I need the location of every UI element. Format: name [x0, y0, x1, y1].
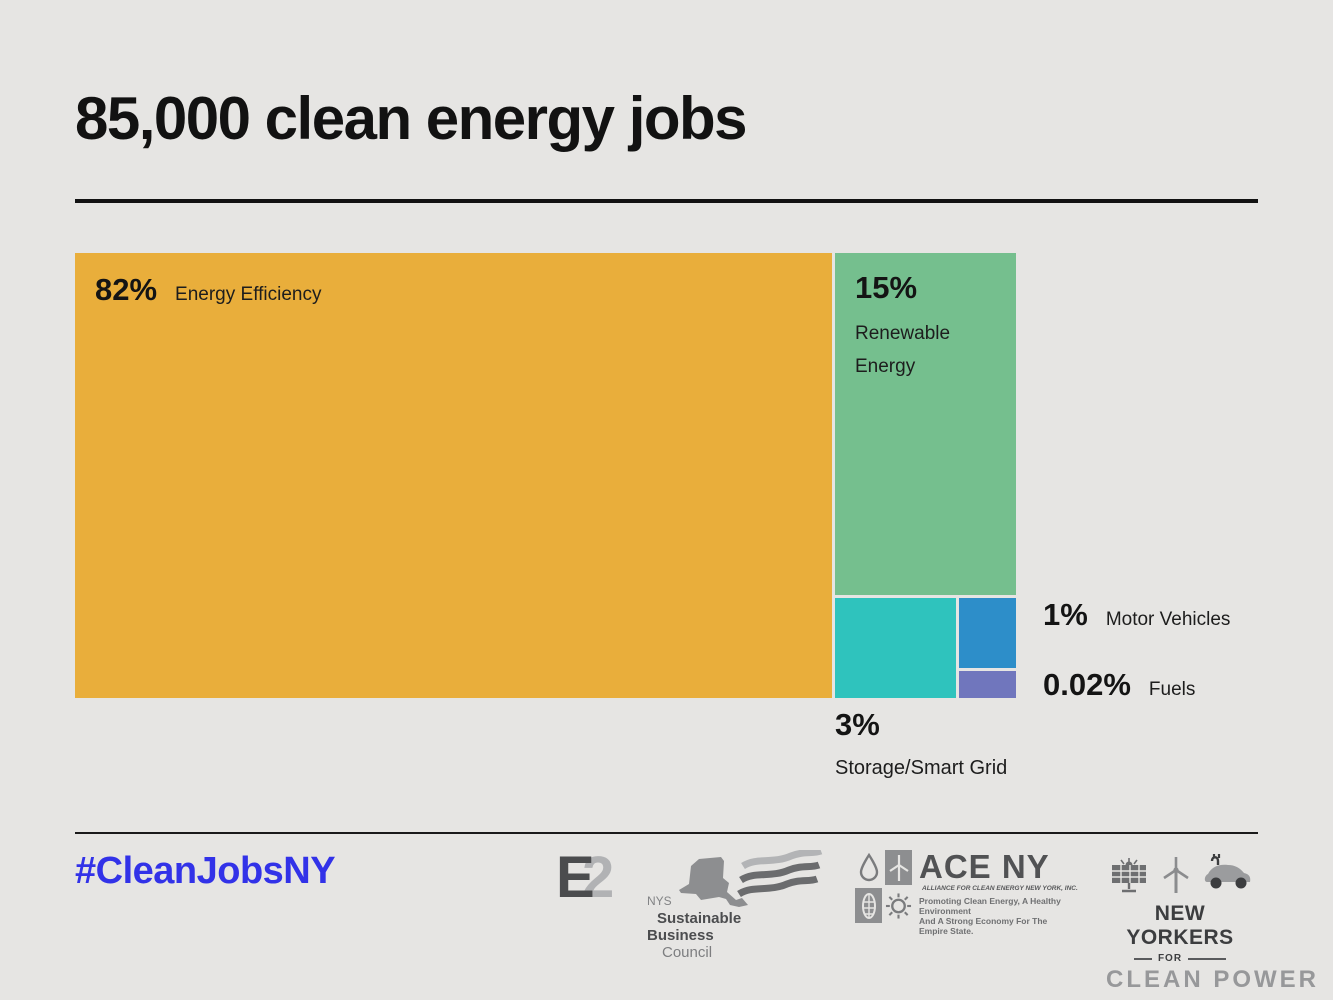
nycp-for-rule-left	[1133, 957, 1152, 960]
ace-ny-logo: ACE NY ALLIANCE FOR CLEAN ENERGY NEW YOR…	[855, 848, 1078, 936]
motor-vehicles-label: 1% Motor Vehicles	[1043, 597, 1231, 632]
title-divider	[75, 199, 1258, 203]
motor-vehicles-percent: 1%	[1043, 597, 1088, 632]
ace-ny-text-block: ACE NY ALLIANCE FOR CLEAN ENERGY NEW YOR…	[919, 848, 1078, 936]
hashtag-text: #CleanJobsNY	[75, 850, 336, 892]
gear-sun-icon	[885, 888, 912, 923]
fuels-label: 0.02% Fuels	[1043, 667, 1196, 702]
treemap-block-storage-smart-grid	[835, 598, 956, 698]
nycp-line3: CLEAN POWER	[1106, 966, 1319, 993]
nys-sbc-logo: NYS Sustainable Business Council	[645, 848, 825, 960]
nys-sbc-line2: Sustainable	[657, 910, 742, 927]
solar-panel-icon	[1112, 858, 1146, 893]
ace-ny-tagline: Promoting Clean Energy, A Healthy Enviro…	[919, 896, 1071, 936]
nys-sbc-logo-text: NYS Sustainable Business Council	[647, 894, 741, 960]
energy-efficiency-percent: 82%	[95, 272, 158, 307]
wind-turbine-icon	[1163, 857, 1189, 893]
e2-logo-letter: E	[556, 845, 595, 910]
corn-icon	[855, 888, 882, 923]
ace-ny-name: ACE NY	[919, 848, 1050, 885]
ace-ny-tagline-line1: Promoting Clean Energy, A Healthy Enviro…	[919, 896, 1061, 916]
nys-sbc-line4: Council	[662, 944, 713, 961]
nycp-icon-row	[1106, 850, 1254, 894]
wind-turbine-icon	[885, 850, 912, 885]
water-drop-icon	[855, 850, 882, 885]
electric-car-icon	[1204, 854, 1251, 889]
renewable-energy-percent: 15%	[855, 270, 918, 305]
ace-ny-tagline-line2: And A Strong Economy For The Empire Stat…	[919, 916, 1048, 936]
nys-sbc-line1: NYS	[647, 894, 672, 908]
treemap-block-motor-vehicles	[959, 598, 1016, 668]
nycp-logo: NEW YORKERS FOR CLEAN POWER	[1106, 850, 1319, 994]
ny-state-flag-icon	[679, 850, 823, 907]
footer-divider	[75, 832, 1258, 834]
nys-sbc-line3: Business	[647, 927, 714, 944]
storage-smart-grid-label: 3% Storage/Smart Grid	[835, 707, 1008, 780]
nycp-line2: FOR	[1157, 953, 1183, 964]
storage-smart-grid-name: Storage/Smart Grid	[835, 757, 1008, 780]
ace-ny-icon-grid	[855, 850, 913, 924]
nycp-for-rule-right	[1188, 957, 1227, 960]
fuels-name: Fuels	[1148, 679, 1196, 700]
page-title: 85,000 clean energy jobs	[75, 85, 748, 152]
energy-efficiency-name: Energy Efficiency	[175, 284, 322, 305]
treemap-chart: 82% Energy Efficiency 15% Renewable Ener…	[75, 253, 1016, 698]
motor-vehicles-name: Motor Vehicles	[1105, 609, 1231, 630]
storage-smart-grid-percent: 3%	[835, 707, 880, 742]
treemap-block-renewable-energy: 15% Renewable Energy	[835, 253, 1016, 595]
energy-efficiency-label: 82% Energy Efficiency	[95, 272, 832, 307]
e2-logo: E 2	[556, 845, 666, 911]
treemap-block-energy-efficiency: 82% Energy Efficiency	[75, 253, 832, 698]
ace-ny-subtitle-row: ALLIANCE FOR CLEAN ENERGY NEW YORK, INC.	[919, 885, 1078, 892]
ace-ny-subtitle: ALLIANCE FOR CLEAN ENERGY NEW YORK, INC.	[922, 885, 1078, 892]
nycp-for-row: FOR	[1106, 953, 1254, 964]
nycp-line1: NEW YORKERS	[1126, 902, 1234, 949]
e2-logo-digit: 2	[582, 845, 615, 910]
fuels-percent: 0.02%	[1043, 667, 1131, 702]
treemap-block-fuels	[959, 671, 1016, 698]
renewable-energy-name: Renewable Energy	[855, 323, 951, 378]
